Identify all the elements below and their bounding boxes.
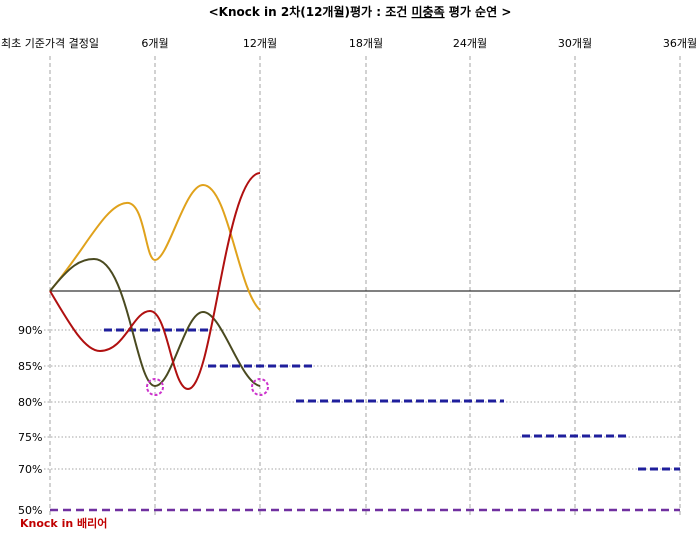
vertical-gridlines (49, 56, 681, 518)
period-label-12m: 12개월 (243, 37, 277, 50)
period-label-18m: 18개월 (349, 37, 383, 50)
price-path-olive (49, 257, 261, 388)
evaluation-level-dashes (104, 328, 680, 471)
period-label-36m: 36개월 (663, 37, 697, 50)
knock-in-barrier-label: Knock in 배리어 (20, 516, 107, 530)
period-label-6m: 6개월 (141, 37, 168, 50)
price-path-red (49, 172, 261, 391)
period-label-24m: 24개월 (453, 37, 487, 50)
title-underlined: 미충족 (412, 4, 445, 19)
level-label-85: 85% (18, 360, 42, 373)
price-path-gold (49, 183, 261, 311)
title-suffix: 평가 순연 > (445, 4, 512, 19)
diagram-title: <Knock in 2차(12개월)평가 : 조건 미충족 평가 순연 > (209, 4, 512, 19)
level-gridlines (44, 329, 680, 470)
start-date-label: 최초 기준가격 결정일 (1, 36, 99, 50)
level-label-50: 50% (18, 504, 42, 517)
level-label-80: 80% (18, 396, 42, 409)
marker-circle-12m (251, 378, 269, 396)
level-label-75: 75% (18, 431, 42, 444)
level-label-70: 70% (18, 463, 42, 476)
title-prefix: <Knock in 2차(12개월)평가 : 조건 (209, 4, 412, 19)
level-label-90: 90% (18, 324, 42, 337)
period-label-30m: 30개월 (558, 37, 592, 50)
marker-circle-6m (146, 378, 164, 396)
